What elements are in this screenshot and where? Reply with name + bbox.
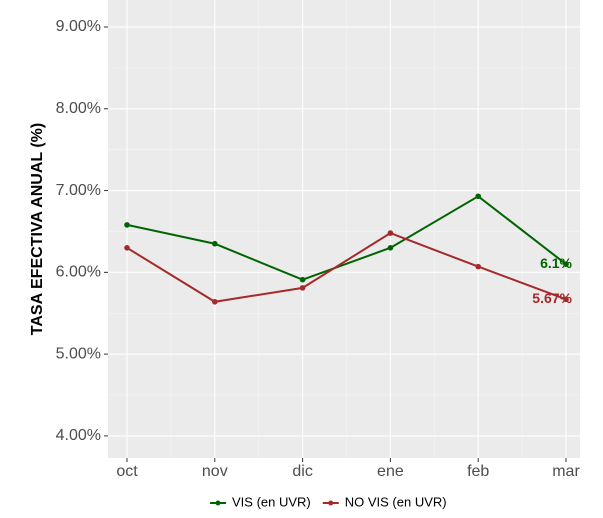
point (299, 285, 306, 291)
point (563, 296, 569, 303)
point (475, 193, 482, 200)
x-tick-label: nov (202, 463, 228, 480)
legend-label: VIS (en UVR) (232, 494, 311, 509)
point (475, 263, 482, 270)
y-tick-label: 5.00% (56, 345, 101, 362)
x-tick-label: dic (292, 463, 312, 480)
y-tick-label: 8.00% (56, 100, 101, 117)
legend-key (215, 500, 221, 506)
point (124, 245, 130, 251)
y-tick-label: 9.00% (56, 18, 101, 35)
legend-key (328, 500, 334, 506)
point (212, 298, 218, 305)
x-tick-label: ene (377, 463, 404, 480)
point (563, 261, 569, 267)
data-label: 5.67% (532, 290, 572, 306)
point (387, 245, 394, 251)
y-tick-label: 4.00% (56, 427, 101, 444)
point (387, 230, 394, 236)
series-line (126, 195, 567, 281)
y-tick-label: 6.00% (56, 264, 101, 281)
point (299, 276, 306, 283)
x-tick-label: oct (116, 463, 138, 480)
y-axis-title: TASA EFECTIVA ANUAL (%) (29, 123, 46, 335)
y-tick-label: 7.00% (56, 182, 101, 199)
x-tick-label: feb (467, 463, 489, 480)
panel (108, 0, 580, 458)
series-line (126, 231, 567, 303)
legend-label: NO VIS (en UVR) (345, 494, 447, 509)
x-tick-label: mar (552, 463, 580, 480)
point (212, 240, 218, 247)
data-label: 6.1% (540, 255, 572, 271)
point (124, 222, 130, 228)
